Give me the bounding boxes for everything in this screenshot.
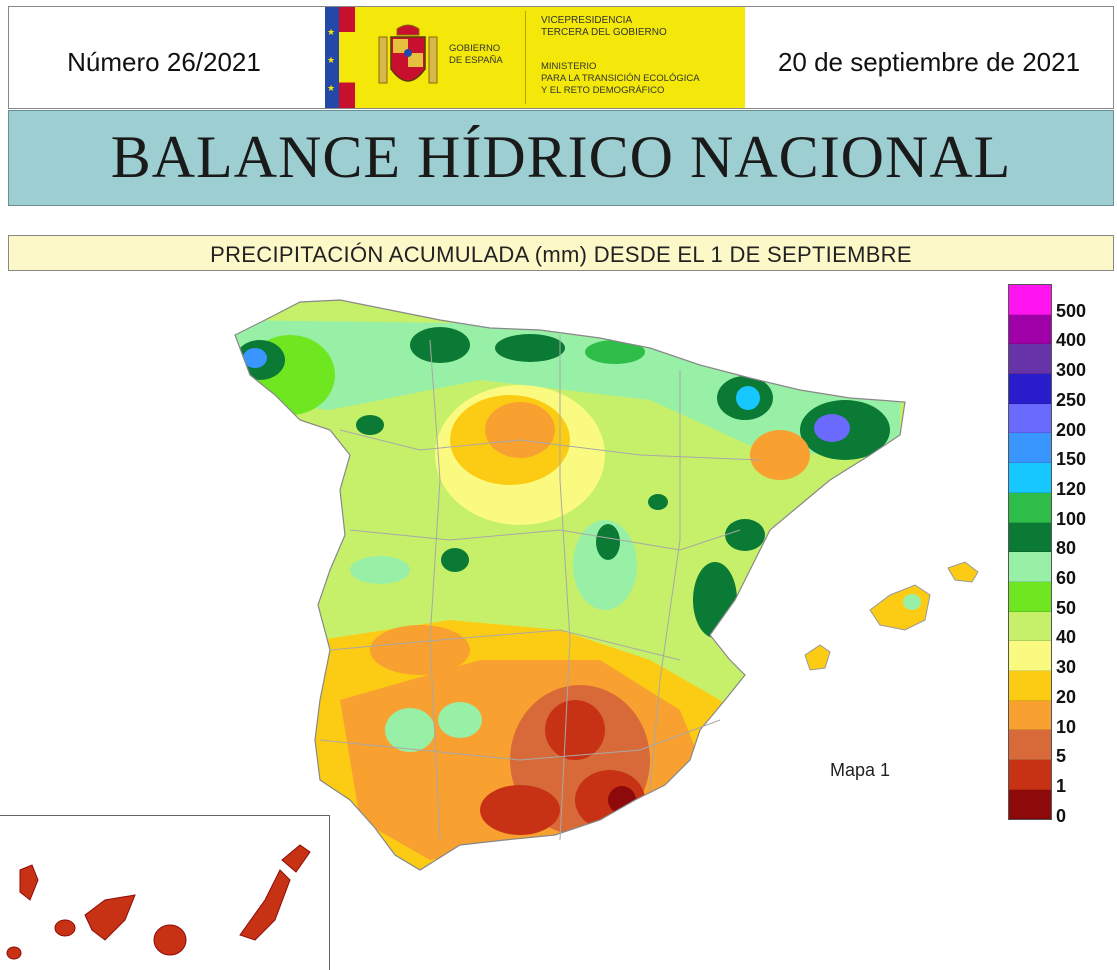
bulletin-date: 20 de septiembre de 2021 — [777, 47, 1081, 77]
legend-swatch — [1009, 789, 1051, 820]
title-bar: BALANCE HÍDRICO NACIONAL — [8, 110, 1114, 206]
bulletin-header: Número 26/2021 ★ ★ ★ GOBIERNO DE ESPAÑA … — [8, 6, 1114, 109]
legend-label: 300 — [1056, 360, 1087, 381]
legend-label: 200 — [1056, 419, 1087, 440]
legend-label: 5 — [1056, 746, 1067, 767]
precipitation-map — [6, 299, 979, 960]
legend-label: 250 — [1056, 389, 1087, 410]
ibiza — [804, 644, 831, 671]
vicepresidencia-text: VICEPRESIDENCIA TERCERA DEL GOBIERNO — [541, 15, 667, 38]
legend-label: 30 — [1056, 657, 1077, 678]
logo-divider — [525, 11, 526, 104]
canary-inset-frame — [0, 815, 330, 970]
coat-of-arms-icon — [378, 24, 438, 84]
legend-label: 10 — [1056, 716, 1077, 737]
bulletin-number: Número 26/2021 — [67, 47, 261, 77]
legend-swatch — [1009, 285, 1051, 315]
menorca — [947, 561, 979, 583]
mallorca — [869, 584, 931, 631]
legend-label: 40 — [1056, 627, 1077, 648]
gobierno-text: GOBIERNO DE ESPAÑA — [449, 43, 503, 66]
legend-label: 400 — [1056, 330, 1087, 351]
map-subtitle: PRECIPITACIÓN ACUMULADA (mm) DESDE EL 1 … — [210, 242, 912, 267]
coastline — [234, 299, 906, 871]
legend-color-bar — [1008, 284, 1052, 821]
legend-swatch — [1009, 374, 1051, 404]
legend-swatch — [1009, 641, 1051, 671]
legend-label: 0 — [1056, 805, 1067, 826]
legend-swatch — [1009, 700, 1051, 731]
government-logo: ★ ★ ★ GOBIERNO DE ESPAÑA VICEPRESIDENCIA… — [325, 7, 745, 108]
legend-swatch — [1009, 760, 1051, 790]
legend-label: 500 — [1056, 300, 1087, 321]
legend-label: 120 — [1056, 478, 1087, 499]
map-label: Mapa 1 — [830, 760, 891, 780]
ministerio-text: MINISTERIO PARA LA TRANSICIÓN ECOLÓGICA … — [541, 61, 700, 96]
legend-swatch — [1009, 433, 1051, 464]
legend-label: 100 — [1056, 508, 1087, 529]
subtitle-bar: PRECIPITACIÓN ACUMULADA (mm) DESDE EL 1 … — [8, 235, 1114, 271]
spain-flag-icon — [339, 7, 355, 108]
legend-swatch — [1009, 344, 1051, 375]
legend-label: 1 — [1056, 775, 1067, 796]
legend-swatch — [1009, 552, 1051, 582]
province-borders — [319, 335, 761, 841]
legend-swatch — [1009, 403, 1051, 434]
legend-swatch — [1009, 314, 1051, 345]
legend-label: 50 — [1056, 597, 1077, 618]
page-title: BALANCE HÍDRICO NACIONAL — [110, 124, 1012, 190]
legend-label: 60 — [1056, 568, 1077, 588]
legend-swatch — [1009, 463, 1051, 493]
legend-label: 20 — [1056, 686, 1077, 707]
legend-swatch — [1009, 730, 1051, 760]
eu-flag-icon: ★ ★ ★ — [325, 7, 339, 108]
legend-label: 80 — [1056, 538, 1077, 559]
legend-swatch — [1009, 670, 1051, 701]
legend-swatch — [1009, 522, 1051, 553]
legend-swatch — [1009, 581, 1051, 612]
canary-islands — [6, 844, 311, 960]
legend-label: 150 — [1056, 449, 1087, 470]
legend-swatch — [1009, 611, 1051, 642]
legend-swatch — [1009, 492, 1051, 523]
